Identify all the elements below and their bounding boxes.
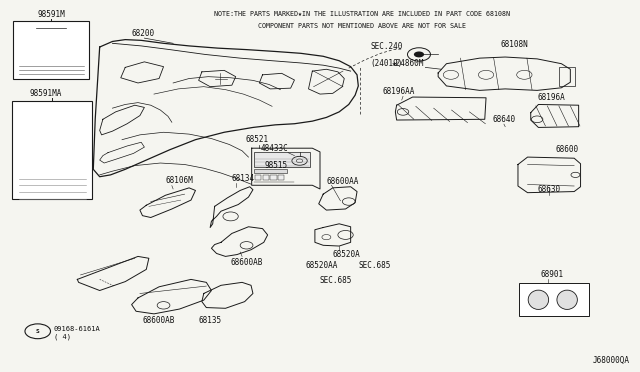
Bar: [52, 141, 68, 149]
Text: 68200: 68200: [132, 29, 155, 38]
Bar: [69, 115, 84, 123]
Text: 09168-6161A: 09168-6161A: [54, 326, 100, 333]
Bar: [19, 141, 34, 149]
Text: 98591M: 98591M: [37, 10, 65, 19]
Bar: [69, 141, 84, 149]
Bar: [19, 34, 84, 40]
Bar: [52, 115, 68, 123]
Bar: [52, 150, 68, 158]
Text: SEC.240: SEC.240: [371, 42, 403, 51]
Bar: [13, 21, 89, 78]
Text: J68000QA: J68000QA: [593, 356, 630, 365]
Text: 68106M: 68106M: [166, 176, 193, 185]
Bar: [12, 101, 92, 199]
Text: 68520A: 68520A: [333, 250, 360, 259]
Text: 68196A: 68196A: [537, 93, 565, 102]
Text: 68520AA: 68520AA: [306, 261, 339, 270]
Bar: [19, 53, 84, 58]
Text: 68521: 68521: [245, 135, 268, 144]
Text: NOTE:THE PARTS MARKED★IN THE ILLUSTRATION ARE INCLUDED IN PART CODE 68108N: NOTE:THE PARTS MARKED★IN THE ILLUSTRATIO…: [214, 11, 509, 17]
Bar: [253, 152, 310, 167]
Text: 68630: 68630: [537, 185, 560, 194]
Bar: [35, 133, 51, 140]
Text: 48433C: 48433C: [260, 144, 288, 153]
Bar: [69, 106, 84, 114]
Bar: [19, 124, 34, 132]
Bar: [69, 150, 84, 158]
Bar: [559, 67, 575, 86]
Text: 98591MA: 98591MA: [29, 89, 62, 98]
Bar: [73, 188, 87, 196]
Bar: [52, 124, 68, 132]
Bar: [35, 124, 51, 132]
Bar: [19, 150, 34, 158]
Bar: [35, 150, 51, 158]
Text: 68196AA: 68196AA: [383, 87, 415, 96]
Text: SEC.685: SEC.685: [320, 276, 353, 285]
Bar: [19, 106, 34, 114]
Text: 68600AB: 68600AB: [143, 317, 175, 326]
Bar: [270, 174, 276, 180]
Text: 68134: 68134: [232, 174, 255, 183]
Text: 68901: 68901: [540, 270, 563, 279]
Text: COMPONENT PARTS NOT MENTIONED ABOVE ARE NOT FOR SALE: COMPONENT PARTS NOT MENTIONED ABOVE ARE …: [257, 23, 465, 29]
Bar: [255, 174, 261, 180]
Circle shape: [414, 51, 424, 57]
Text: SEC.685: SEC.685: [358, 261, 390, 270]
Text: 68600AB: 68600AB: [230, 258, 263, 267]
Text: 68640: 68640: [492, 115, 516, 124]
Bar: [19, 115, 34, 123]
Ellipse shape: [557, 290, 577, 310]
Text: S: S: [36, 329, 40, 334]
Text: 68135: 68135: [198, 317, 222, 326]
Bar: [519, 283, 589, 317]
Text: ( 4): ( 4): [54, 334, 70, 340]
Text: 68600AA: 68600AA: [326, 177, 359, 186]
Text: (24019): (24019): [371, 59, 403, 68]
Bar: [19, 133, 34, 140]
Bar: [52, 133, 68, 140]
Bar: [35, 106, 51, 114]
Bar: [253, 169, 287, 173]
Bar: [69, 124, 84, 132]
Text: 98515: 98515: [265, 161, 288, 170]
Bar: [262, 174, 269, 180]
Bar: [69, 133, 84, 140]
Text: ★24860M: ★24860M: [392, 59, 424, 68]
Bar: [278, 174, 284, 180]
Bar: [35, 141, 51, 149]
Text: 68600: 68600: [555, 145, 578, 154]
Bar: [52, 106, 68, 114]
Bar: [35, 115, 51, 123]
Bar: [19, 44, 84, 49]
Text: 68108N: 68108N: [500, 40, 528, 49]
Ellipse shape: [528, 290, 548, 310]
